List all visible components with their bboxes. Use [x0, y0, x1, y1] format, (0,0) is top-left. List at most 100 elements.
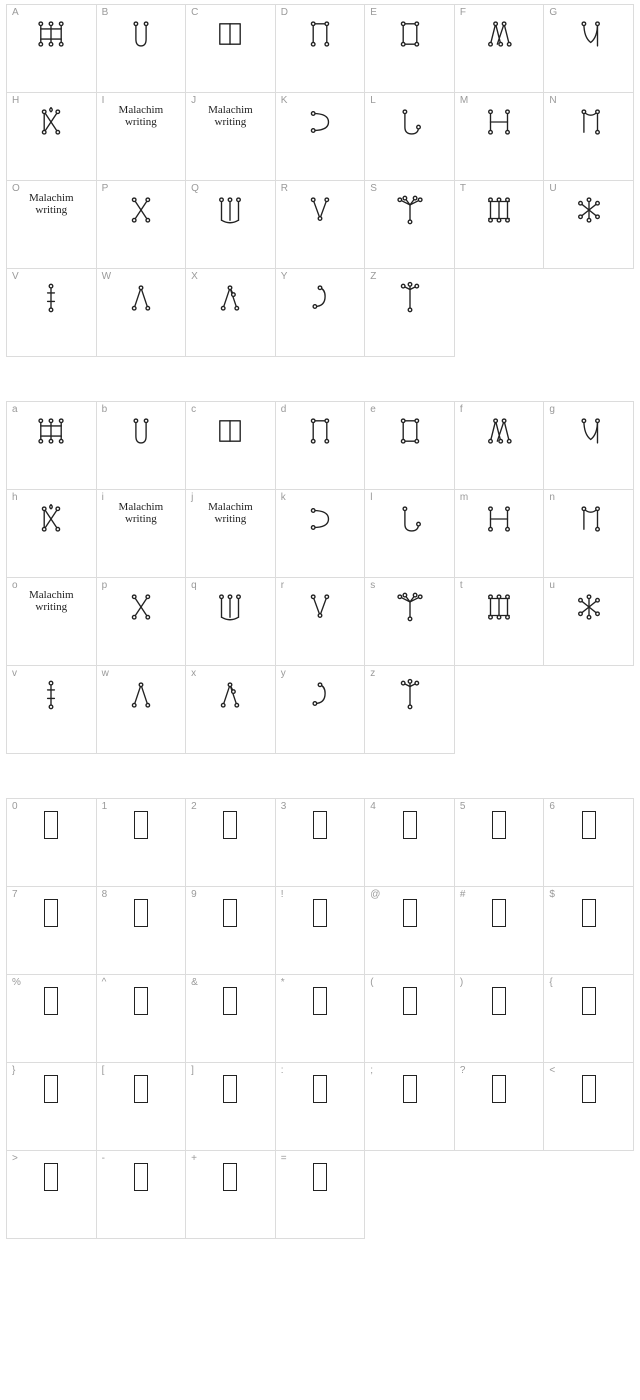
zayin-glyph-icon [572, 17, 606, 51]
glyph [134, 811, 148, 839]
glyph-wrap [365, 578, 454, 665]
glyph-wrap [97, 887, 186, 974]
glyph-cell: ) [455, 975, 545, 1063]
mem-glyph-icon [482, 502, 516, 536]
notdef-glyph [313, 899, 327, 927]
tav-glyph-icon [572, 193, 606, 227]
notdef-glyph [492, 811, 506, 839]
glyph [34, 414, 68, 448]
glyph-wrap [97, 181, 186, 268]
glyph [303, 193, 337, 227]
glyph [582, 811, 596, 839]
glyph [134, 987, 148, 1015]
notdef-glyph [223, 1075, 237, 1103]
cell-key-label: } [12, 1066, 15, 1076]
cell-key-label: r [281, 581, 284, 591]
glyph: Malachim writing [29, 590, 74, 613]
cell-key-label: C [191, 8, 198, 18]
glyph [124, 281, 158, 315]
cell-key-label: % [12, 978, 21, 988]
cell-key-label: D [281, 8, 288, 18]
glyph-wrap [365, 666, 454, 753]
glyph [134, 1163, 148, 1191]
text-glyph: Malachim writing [119, 105, 164, 128]
notdef-glyph [582, 899, 596, 927]
glyph-cell: iMalachim writing [97, 490, 187, 578]
glyph-cell: & [186, 975, 276, 1063]
glyph [393, 590, 427, 624]
glyph-wrap [276, 666, 365, 753]
glyph [213, 193, 247, 227]
glyph-wrap [365, 490, 454, 577]
cell-key-label: y [281, 669, 286, 679]
glyph [313, 811, 327, 839]
bet-glyph-icon [124, 414, 158, 448]
glyph-wrap [97, 1063, 186, 1150]
glyph-cell: g [544, 402, 634, 490]
glyph [213, 414, 247, 448]
he-glyph-icon [393, 414, 427, 448]
glyph-block: abcdefghiMalachim writingjMalachim writi… [6, 401, 634, 754]
glyph-cell: x [186, 666, 276, 754]
glyph-wrap [276, 93, 365, 180]
glyph: Malachim writing [29, 193, 74, 216]
glyph-wrap [7, 666, 96, 753]
glyph-cell: 2 [186, 799, 276, 887]
cell-key-label: = [281, 1154, 287, 1164]
glyph [572, 105, 606, 139]
glyph-cell: + [186, 1151, 276, 1239]
glyph-cell: ^ [97, 975, 187, 1063]
glyph [393, 414, 427, 448]
cell-key-label: 2 [191, 802, 197, 812]
glyph-cell: R [276, 181, 366, 269]
glyph-cell: K [276, 93, 366, 181]
glyph-wrap [7, 490, 96, 577]
glyph-wrap [97, 5, 186, 92]
cell-key-label: O [12, 184, 20, 194]
glyph-cell: ( [365, 975, 455, 1063]
glyph [403, 1075, 417, 1103]
cell-key-label: & [191, 978, 198, 988]
glyph [34, 678, 68, 712]
glyph-cell: Z [365, 269, 455, 357]
tet-glyph-icon [482, 193, 516, 227]
glyph [492, 1075, 506, 1103]
glyph-wrap [7, 402, 96, 489]
glyph [303, 17, 337, 51]
cell-key-label: K [281, 96, 288, 106]
glyph [482, 17, 516, 51]
glyph-wrap: Malachim writing [97, 93, 186, 180]
tsadi-glyph-icon [213, 678, 247, 712]
glyph [34, 281, 68, 315]
glyph-cell: % [7, 975, 97, 1063]
glyph-wrap [97, 402, 186, 489]
glyph [124, 17, 158, 51]
glyph-wrap [7, 887, 96, 974]
glyph-wrap [455, 93, 544, 180]
glyph-cell: v [7, 666, 97, 754]
glyph [213, 678, 247, 712]
vav-glyph-icon [482, 17, 516, 51]
resh-glyph-icon [303, 193, 337, 227]
glyph-cell: u [544, 578, 634, 666]
cell-key-label: d [281, 405, 287, 415]
glyph-wrap [365, 181, 454, 268]
glyph-wrap [186, 1151, 275, 1238]
glyph-cell: X [186, 269, 276, 357]
mem-glyph-icon [482, 105, 516, 139]
glyph [582, 987, 596, 1015]
aleph-glyph-icon [34, 414, 68, 448]
pe-glyph-icon [124, 193, 158, 227]
zfinal-glyph-icon [393, 281, 427, 315]
tet-glyph-icon [482, 590, 516, 624]
dalet-glyph-icon [303, 17, 337, 51]
glyph [44, 811, 58, 839]
glyph [393, 105, 427, 139]
glyph-wrap [97, 975, 186, 1062]
notdef-glyph [582, 811, 596, 839]
glyph [482, 502, 516, 536]
cell-key-label: g [549, 405, 555, 415]
glyph-cell: A [7, 5, 97, 93]
zfinal-glyph-icon [393, 678, 427, 712]
cell-key-label: z [370, 669, 375, 679]
